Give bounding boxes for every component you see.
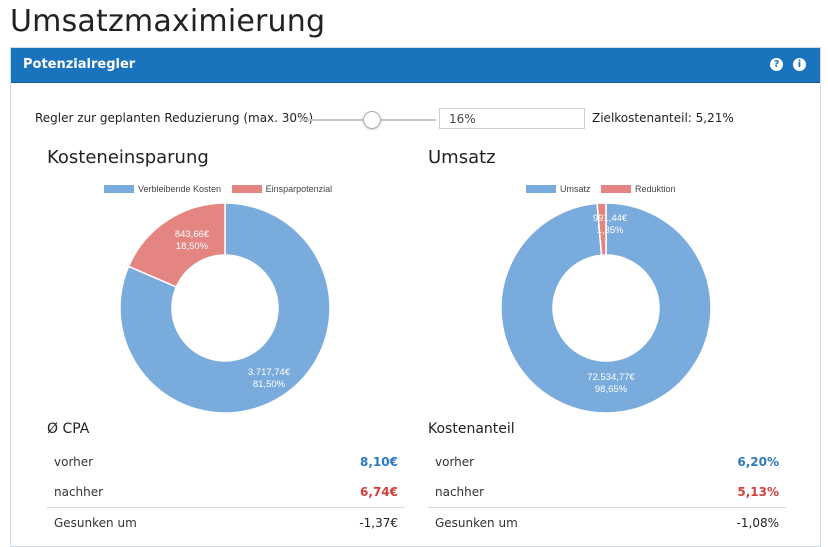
table-row: Gesunken um -1,08% <box>428 507 786 538</box>
legend-swatch <box>601 185 632 193</box>
target-cost-share-label: Zielkostenanteil: <box>592 111 692 125</box>
kosteneinsparung-legend: Verbleibende Kosten Einsparpotenzial <box>104 184 340 195</box>
slice-percent-label: 18,50% <box>176 241 209 252</box>
reduction-percent-input[interactable] <box>439 108 585 129</box>
legend-item-einsparpotenzial[interactable]: Einsparpotenzial <box>231 184 333 194</box>
slice-amount-label: 3.717,74€ <box>248 367 291 378</box>
cpa-title: Ø CPA <box>47 421 90 437</box>
legend-label: Reduktion <box>635 184 676 194</box>
target-cost-share: Zielkostenanteil: 5,21% <box>592 111 734 125</box>
donut-slice-reduktion[interactable] <box>596 202 607 257</box>
row-value: 6,20% <box>737 455 779 469</box>
panel-header: Potenzialregler ? i <box>11 48 820 83</box>
target-cost-share-value: 5,21% <box>695 111 734 125</box>
table-row: vorher 8,10€ <box>47 447 405 477</box>
row-value: 5,13% <box>737 485 779 499</box>
kostenanteil-table: vorher 6,20% nachher 5,13% Gesunken um -… <box>428 447 786 538</box>
slider-label: Regler zur geplanten Reduzierung (max. 3… <box>35 111 314 125</box>
question-circle-icon[interactable]: ? <box>770 58 783 71</box>
slice-percent-label: 1,35% <box>597 225 624 236</box>
slice-percent-label: 81,50% <box>253 379 286 390</box>
page-title: Umsatzmaximierung <box>10 4 326 39</box>
legend-item-umsatz[interactable]: Umsatz <box>526 184 591 194</box>
row-label: vorher <box>54 455 94 469</box>
legend-swatch <box>104 185 134 193</box>
donut-slice-einsparpotenzial[interactable] <box>127 202 226 288</box>
reduction-slider-handle[interactable] <box>363 111 382 129</box>
umsatz-donut-chart: 72.534,77€98,65% 991,44€1,35% <box>500 202 712 414</box>
donut-slice-verbleibende-kosten[interactable] <box>119 202 331 414</box>
row-label: Gesunken um <box>54 516 137 530</box>
potenzialregler-panel: Potenzialregler ? i Regler zur geplanten… <box>10 47 821 547</box>
kosteneinsparung-donut-chart: 3.717,74€81,50% 843,66€18,50% <box>119 202 331 414</box>
row-value: -1,08% <box>736 516 779 530</box>
info-circle-icon[interactable]: i <box>793 58 806 71</box>
table-row: Gesunken um -1,37€ <box>47 507 405 538</box>
legend-item-reduktion[interactable]: Reduktion <box>601 184 676 194</box>
cpa-table: vorher 8,10€ nachher 6,74€ Gesunken um -… <box>47 447 405 538</box>
slider-row: Regler zur geplanten Reduzierung (max. 3… <box>11 108 820 132</box>
table-row: nachher 5,13% <box>428 477 786 507</box>
row-label: nachher <box>54 485 104 499</box>
row-label: Gesunken um <box>435 516 518 530</box>
legend-swatch <box>526 185 556 193</box>
row-label: nachher <box>435 485 485 499</box>
slice-amount-label: 72.534,77€ <box>587 372 635 383</box>
legend-label: Einsparpotenzial <box>265 184 333 194</box>
slice-amount-label: 991,44€ <box>593 213 628 224</box>
table-row: nachher 6,74€ <box>47 477 405 507</box>
slice-amount-label: 843,66€ <box>175 229 210 240</box>
table-row: vorher 6,20% <box>428 447 786 477</box>
umsatz-legend: Umsatz Reduktion <box>526 184 684 195</box>
legend-label: Verbleibende Kosten <box>138 184 222 194</box>
row-label: vorher <box>435 455 475 469</box>
legend-swatch <box>231 185 262 193</box>
panel-title: Potenzialregler <box>23 57 136 72</box>
row-value: 6,74€ <box>360 485 398 499</box>
donut-slice-umsatz[interactable] <box>500 202 712 414</box>
legend-label: Umsatz <box>560 184 591 194</box>
slice-percent-label: 98,65% <box>595 384 628 395</box>
legend-item-verbleibende-kosten[interactable]: Verbleibende Kosten <box>104 184 221 194</box>
kostenanteil-title: Kostenanteil <box>428 421 515 437</box>
umsatz-title: Umsatz <box>428 147 496 168</box>
row-value: -1,37€ <box>359 516 398 530</box>
row-value: 8,10€ <box>360 455 398 469</box>
kosteneinsparung-title: Kosteneinsparung <box>47 147 209 168</box>
